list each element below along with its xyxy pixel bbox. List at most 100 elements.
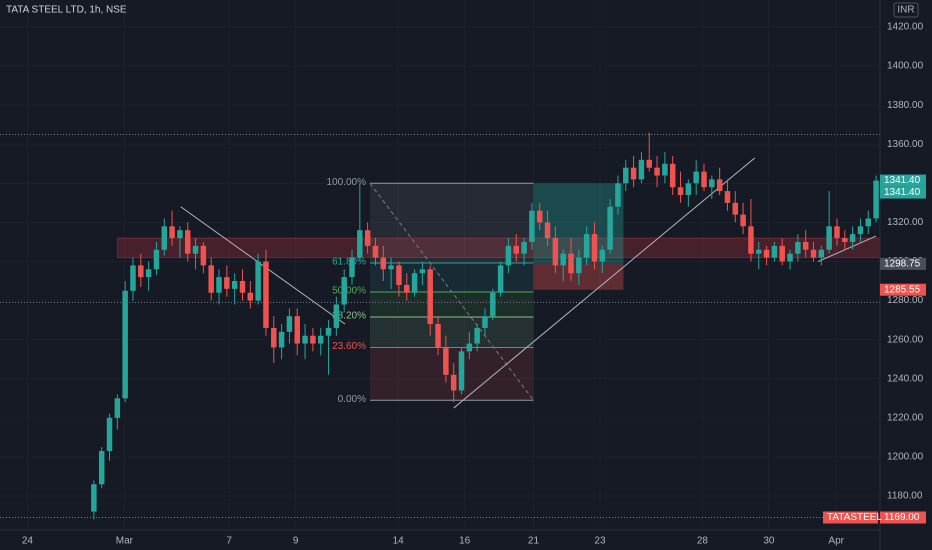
price-label-box [880, 283, 926, 296]
candle-body [802, 241, 809, 250]
candle-body [701, 171, 707, 188]
y-tick-label: 1260.00 [887, 334, 924, 345]
candle-body [763, 249, 770, 258]
candle-body [693, 171, 699, 184]
fib-band [369, 347, 534, 401]
chart-title: TATA STEEL LTD, 1h, NSE [6, 5, 127, 16]
trendline [818, 235, 877, 262]
y-tick-label: 1180.00 [887, 491, 923, 502]
y-tick-label: 1360.00 [887, 139, 924, 150]
candle-body [740, 214, 746, 227]
candle-body [591, 234, 598, 262]
currency: INR [897, 5, 914, 16]
candle-body [177, 230, 183, 239]
price-label-box [880, 186, 926, 199]
candle-body [114, 398, 121, 418]
candle-body [615, 183, 621, 207]
y-tick-label: 1400.00 [887, 61, 924, 72]
candle-body [756, 249, 762, 254]
candle-body [130, 265, 136, 291]
candle-body [834, 226, 840, 239]
fib-label: 100.00% [327, 177, 367, 188]
candle-body [239, 281, 246, 293]
price-label: 1341.40 [884, 187, 921, 198]
candle-body [490, 292, 496, 317]
candle-body [357, 230, 363, 258]
candle-body [231, 281, 238, 289]
candle-body [544, 222, 551, 239]
candle-body [865, 218, 872, 227]
candle-body [607, 206, 613, 250]
candle-body [662, 163, 668, 176]
candle-body [505, 245, 512, 266]
candle-body [748, 226, 754, 254]
candle-body [583, 234, 590, 258]
candle-body [677, 187, 684, 196]
fib-label: 61.80% [332, 257, 366, 268]
candle-body [732, 202, 739, 215]
candle-body [388, 265, 394, 270]
fib-band [369, 263, 534, 292]
price-label: 1341.40 [884, 175, 921, 186]
candle-body [466, 343, 473, 352]
candle-body [349, 257, 355, 278]
fib-label: 23.60% [332, 341, 366, 352]
y-tick-label: 1280.00 [887, 295, 924, 306]
candle-body [458, 351, 465, 391]
candle-body [599, 249, 606, 262]
candle-body [638, 159, 645, 180]
candle-body [364, 230, 371, 246]
candle-body [255, 261, 261, 301]
fib-band [369, 316, 534, 348]
candle-body [552, 238, 559, 266]
y-tick-label: 1380.00 [887, 100, 924, 111]
x-tick-label: 23 [594, 536, 606, 547]
candle-body [106, 417, 113, 452]
candle-body [192, 245, 199, 254]
candle-body [325, 327, 332, 336]
y-tick-label: 1200.00 [887, 452, 924, 463]
y-tick-label: 1320.00 [887, 217, 924, 228]
candle-body [724, 191, 731, 203]
x-tick-label: 21 [528, 536, 540, 547]
candle-body [826, 226, 832, 250]
price-label: 1285.55 [884, 284, 921, 295]
candle-body [857, 226, 864, 235]
candle-body [568, 253, 574, 274]
candle-body [630, 167, 637, 180]
candle-body [122, 290, 128, 399]
x-tick-label: 30 [763, 536, 775, 547]
candle-body [474, 327, 480, 344]
candle-body [341, 277, 347, 305]
candle-body [161, 226, 168, 250]
candle-body [497, 265, 504, 293]
candle-body [513, 245, 520, 254]
candle-body [709, 179, 715, 188]
candle-body [294, 316, 300, 344]
candle-body [310, 335, 316, 344]
candle-body [818, 249, 825, 258]
candle-body [380, 257, 387, 270]
candle-body [529, 210, 535, 242]
candle-body [873, 180, 879, 219]
candle-body [317, 335, 324, 344]
candle-body [138, 265, 144, 278]
fib-label: 0.00% [338, 394, 366, 405]
price-label-box [880, 257, 926, 270]
candle-body [224, 277, 230, 289]
candle-body [450, 374, 457, 391]
candle-body [623, 167, 629, 184]
candle-body [482, 316, 488, 328]
candle-body [646, 159, 652, 168]
candle-body [271, 327, 277, 348]
candle-body [208, 265, 214, 293]
price-label-box [880, 511, 926, 524]
x-tick-label: 24 [22, 536, 34, 547]
candle-body [98, 451, 105, 485]
trendline [453, 157, 756, 409]
candle-body [771, 245, 778, 258]
symbol-box [823, 511, 878, 524]
candle-body [333, 304, 340, 328]
